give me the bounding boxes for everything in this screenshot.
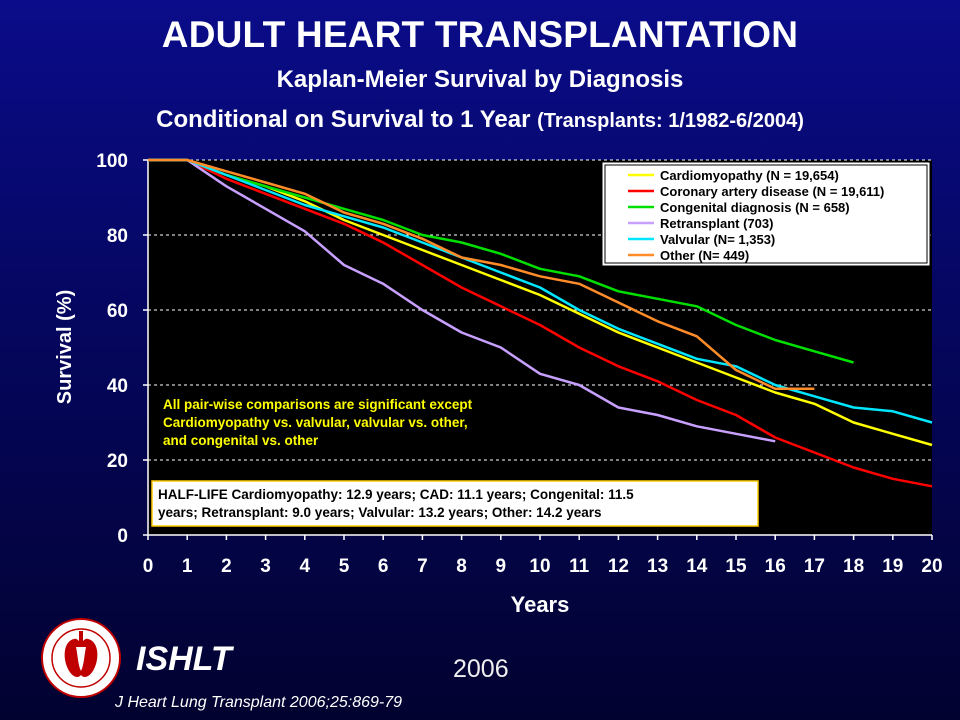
x-tick-label: 12 [608, 556, 629, 577]
annotation-text: All pair-wise comparisons are significan… [163, 397, 473, 412]
halflife-box [151, 480, 759, 527]
legend-label: Retransplant (703) [660, 216, 773, 231]
series-line [148, 158, 776, 443]
org-label: ISHLT [136, 640, 232, 678]
x-tick-label: 5 [339, 556, 350, 577]
year-label: 2006 [453, 655, 509, 683]
legend-inner-border [604, 164, 928, 264]
x-tick-label: 9 [496, 556, 507, 577]
x-tick-label: 0 [143, 556, 154, 577]
legend-label: Congenital diagnosis (N = 658) [660, 200, 850, 215]
halflife-text: years; Retransplant: 9.0 years; Valvular… [158, 505, 602, 520]
subtitle-main: Conditional on Survival to 1 Year [156, 106, 531, 133]
x-tick-label: 15 [725, 556, 747, 577]
x-tick-label: 20 [921, 556, 942, 577]
x-tick-label: 19 [882, 556, 903, 577]
y-tick-label: 80 [107, 226, 128, 247]
annotation-text: and congenital vs. other [163, 433, 319, 448]
x-tick-label: 1 [182, 556, 193, 577]
ishlt-logo [41, 618, 121, 698]
legend-label: Other (N= 449) [660, 248, 749, 263]
x-tick-label: 14 [686, 556, 708, 577]
x-tick-label: 7 [417, 556, 428, 577]
y-axis-label: Survival (%) [54, 290, 76, 404]
series-line [148, 158, 854, 364]
x-tick-label: 2 [221, 556, 232, 577]
series-line [148, 158, 815, 391]
y-tick-label: 0 [117, 526, 128, 547]
y-tick-label: 100 [96, 151, 128, 172]
page-title: ADULT HEART TRANSPLANTATION [161, 14, 799, 55]
legend-label: Valvular (N= 1,353) [660, 232, 775, 247]
halflife-text: HALF-LIFE Cardiomyopathy: 12.9 years; CA… [158, 487, 634, 502]
x-tick-label: 11 [569, 556, 590, 577]
annotation-text: Cardiomyopathy vs. valvular, valvular vs… [163, 415, 468, 430]
legend-label: Cardiomyopathy (N = 19,654) [660, 168, 839, 183]
x-tick-label: 3 [260, 556, 271, 577]
legend-label: Coronary artery disease (N = 19,611) [660, 184, 884, 199]
subtitle-small: (Transplants: 1/1982-6/2004) [537, 110, 804, 132]
page-subtitle-2: Conditional on Survival to 1 Year (Trans… [0, 106, 960, 134]
x-tick-label: 8 [456, 556, 467, 577]
x-tick-label: 10 [529, 556, 550, 577]
x-tick-label: 17 [804, 556, 825, 577]
x-tick-label: 13 [647, 556, 668, 577]
x-axis-label: Years [511, 592, 570, 617]
x-tick-label: 16 [765, 556, 786, 577]
series-line [148, 158, 933, 488]
series-line [148, 158, 933, 424]
x-tick-label: 4 [300, 556, 311, 577]
y-tick-label: 20 [107, 451, 128, 472]
x-tick-label: 18 [843, 556, 864, 577]
y-tick-label: 40 [107, 376, 128, 397]
x-tick-label: 6 [378, 556, 389, 577]
y-tick-label: 60 [107, 301, 128, 322]
page-subtitle: Kaplan-Meier Survival by Diagnosis [276, 66, 684, 93]
legend-box [601, 161, 931, 267]
citation: J Heart Lung Transplant 2006;25:869-79 [115, 694, 403, 711]
